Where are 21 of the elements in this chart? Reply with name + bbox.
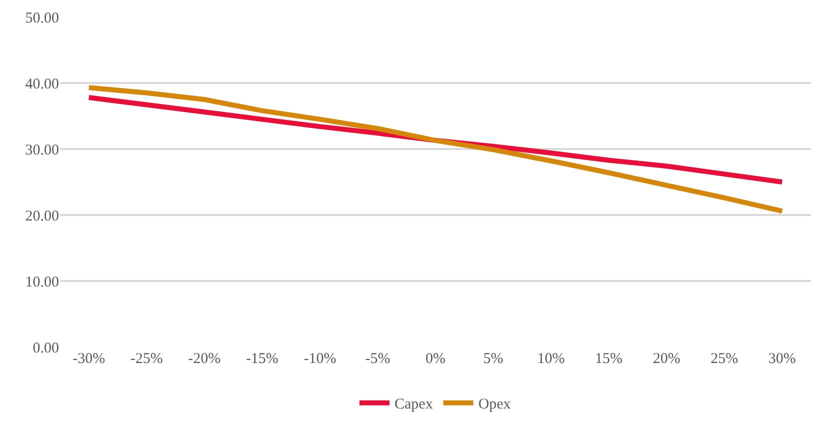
- x-tick-label: -5%: [365, 351, 390, 367]
- y-tick-label: 10.00: [25, 274, 59, 290]
- x-tick-label: -20%: [188, 351, 221, 367]
- y-tick-label: 30.00: [25, 142, 59, 158]
- legend-label: Capex: [394, 396, 434, 413]
- x-tick-label: 30%: [768, 351, 796, 367]
- x-tick-label: -15%: [246, 351, 278, 367]
- y-tick-label: 0.00: [32, 340, 59, 356]
- y-tick-label: 40.00: [25, 76, 59, 92]
- x-tick-label: -25%: [130, 351, 163, 367]
- legend-label: Opex: [478, 396, 512, 413]
- x-tick-label: 5%: [483, 351, 504, 367]
- x-tick-label: -10%: [304, 351, 336, 367]
- x-tick-label: 15%: [595, 351, 623, 367]
- x-tick-label: 0%: [426, 351, 446, 367]
- y-tick-label: 20.00: [25, 208, 59, 224]
- x-tick-label: 10%: [537, 351, 565, 367]
- y-tick-label: 50.00: [25, 10, 59, 26]
- x-tick-label: -30%: [72, 351, 106, 367]
- x-tick-label: 25%: [710, 351, 738, 367]
- x-tick-label: 20%: [652, 351, 680, 367]
